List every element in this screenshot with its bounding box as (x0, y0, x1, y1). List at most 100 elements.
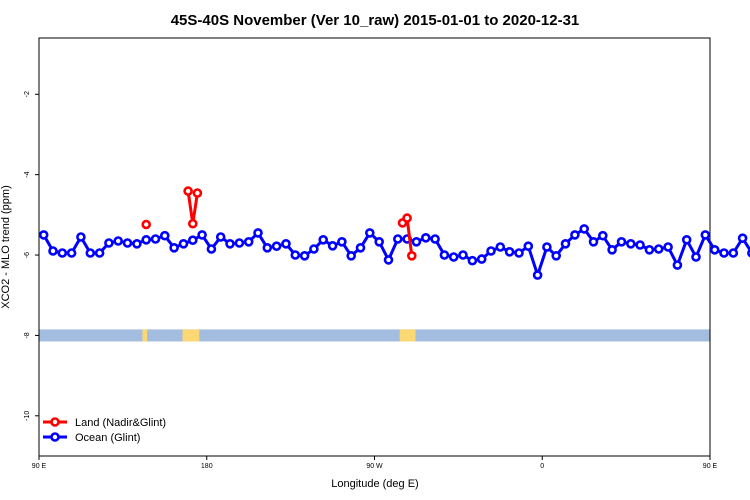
ocean-point (607, 245, 617, 255)
ocean-point (579, 224, 590, 234)
ocean-point (570, 230, 580, 240)
ocean-point (691, 252, 701, 262)
ocean-point (728, 248, 739, 258)
series-layer (38, 186, 750, 280)
ocean-point (132, 239, 142, 249)
ocean-point (709, 245, 720, 255)
ocean-point (672, 260, 683, 270)
y-tick-label-0: -2 (24, 91, 31, 97)
land-point (141, 219, 151, 230)
series-land (141, 186, 417, 261)
ocean-point (495, 242, 506, 252)
ocean-point (486, 246, 496, 256)
ocean-point (141, 235, 151, 245)
land-ocean-band (39, 329, 710, 342)
ocean-point (150, 234, 161, 244)
y-tick-label-1: -4 (24, 171, 31, 177)
ocean-point (122, 238, 133, 248)
ocean-point (383, 255, 394, 265)
ocean-point (663, 242, 673, 252)
ocean-point (504, 247, 515, 257)
x-tick-label-3: 0 (540, 463, 544, 470)
legend-label-land: Land (Nadir&Glint) (75, 417, 166, 429)
series-ocean (38, 224, 750, 280)
ocean-point (700, 230, 711, 240)
ocean-point (234, 238, 245, 248)
legend-item-land: Land (Nadir&Glint) (43, 417, 166, 429)
ocean-point (188, 235, 198, 245)
ocean-band (39, 329, 710, 342)
ocean-point (178, 239, 189, 249)
y-tick-label-2: -6 (24, 252, 31, 258)
ocean-point (681, 235, 692, 245)
ocean-point (644, 245, 655, 255)
ocean-point (737, 233, 748, 243)
land-patch-1 (182, 329, 200, 342)
ocean-point (523, 241, 534, 251)
ocean-point (532, 270, 543, 280)
ocean-point (243, 237, 254, 247)
ocean-point (253, 228, 263, 238)
ocean-point (225, 239, 235, 249)
chart-title: 45S-40S November (Ver 10_raw) 2015-01-01… (171, 12, 580, 29)
y-axis: -2 -4 -6 -8 -10 (24, 91, 39, 421)
ocean-point (448, 252, 459, 262)
land-point (192, 188, 203, 198)
ocean-point (206, 244, 217, 254)
x-tick-label-2: 90 W (366, 463, 383, 470)
x-tick-label-1: 180 (201, 463, 213, 470)
ocean-point (719, 248, 729, 258)
ocean-point (309, 244, 319, 254)
ocean-point (327, 241, 338, 251)
ocean-point (542, 242, 552, 252)
land-point (406, 251, 417, 261)
ocean-point (374, 237, 385, 247)
ocean-point (281, 239, 291, 249)
ocean-point (560, 239, 571, 249)
ocean-point (458, 250, 468, 260)
ocean-point (215, 232, 226, 242)
ocean-point (430, 234, 440, 244)
ocean-point (104, 238, 114, 248)
ocean-point (113, 236, 123, 246)
land-patch-0 (142, 329, 148, 342)
ocean-point (85, 248, 96, 258)
land-patch-2 (399, 329, 416, 342)
legend: Land (Nadir&Glint) Ocean (Glint) (43, 417, 166, 444)
ocean-point (653, 244, 664, 254)
ocean-point (337, 237, 347, 247)
ocean-point (57, 248, 68, 258)
ocean-point (625, 239, 636, 249)
ocean-point (467, 255, 478, 266)
ocean-point (588, 237, 599, 247)
ocean-point (48, 246, 58, 256)
ocean-point (66, 248, 77, 258)
ocean-point (476, 254, 487, 264)
ocean-point (551, 251, 562, 261)
legend-swatch-land-marker (50, 417, 60, 427)
land-point (183, 186, 193, 196)
y-tick-label-4: -10 (24, 411, 31, 421)
ocean-point (160, 230, 170, 241)
ocean-point (439, 250, 450, 260)
x-axis-label: Longitude (deg E) (331, 478, 418, 490)
x-tick-label-4: 90 E (703, 463, 718, 470)
ocean-point (635, 240, 645, 250)
y-tick-label-3: -8 (24, 332, 31, 338)
ocean-point (514, 248, 524, 258)
legend-label-ocean: Ocean (Glint) (75, 432, 140, 444)
legend-item-ocean: Ocean (Glint) (43, 432, 140, 444)
ocean-point (169, 243, 179, 253)
y-axis-label: XCO2 - MLO trend (ppm) (0, 185, 12, 308)
ocean-point (355, 243, 366, 253)
x-tick-label-0: 90 E (32, 463, 47, 470)
land-point (402, 213, 412, 223)
land-point (188, 218, 198, 229)
ocean-point (38, 230, 49, 240)
ocean-point (364, 228, 375, 238)
ocean-point (420, 233, 431, 243)
ocean-point (318, 235, 329, 245)
ocean-point (197, 230, 207, 240)
